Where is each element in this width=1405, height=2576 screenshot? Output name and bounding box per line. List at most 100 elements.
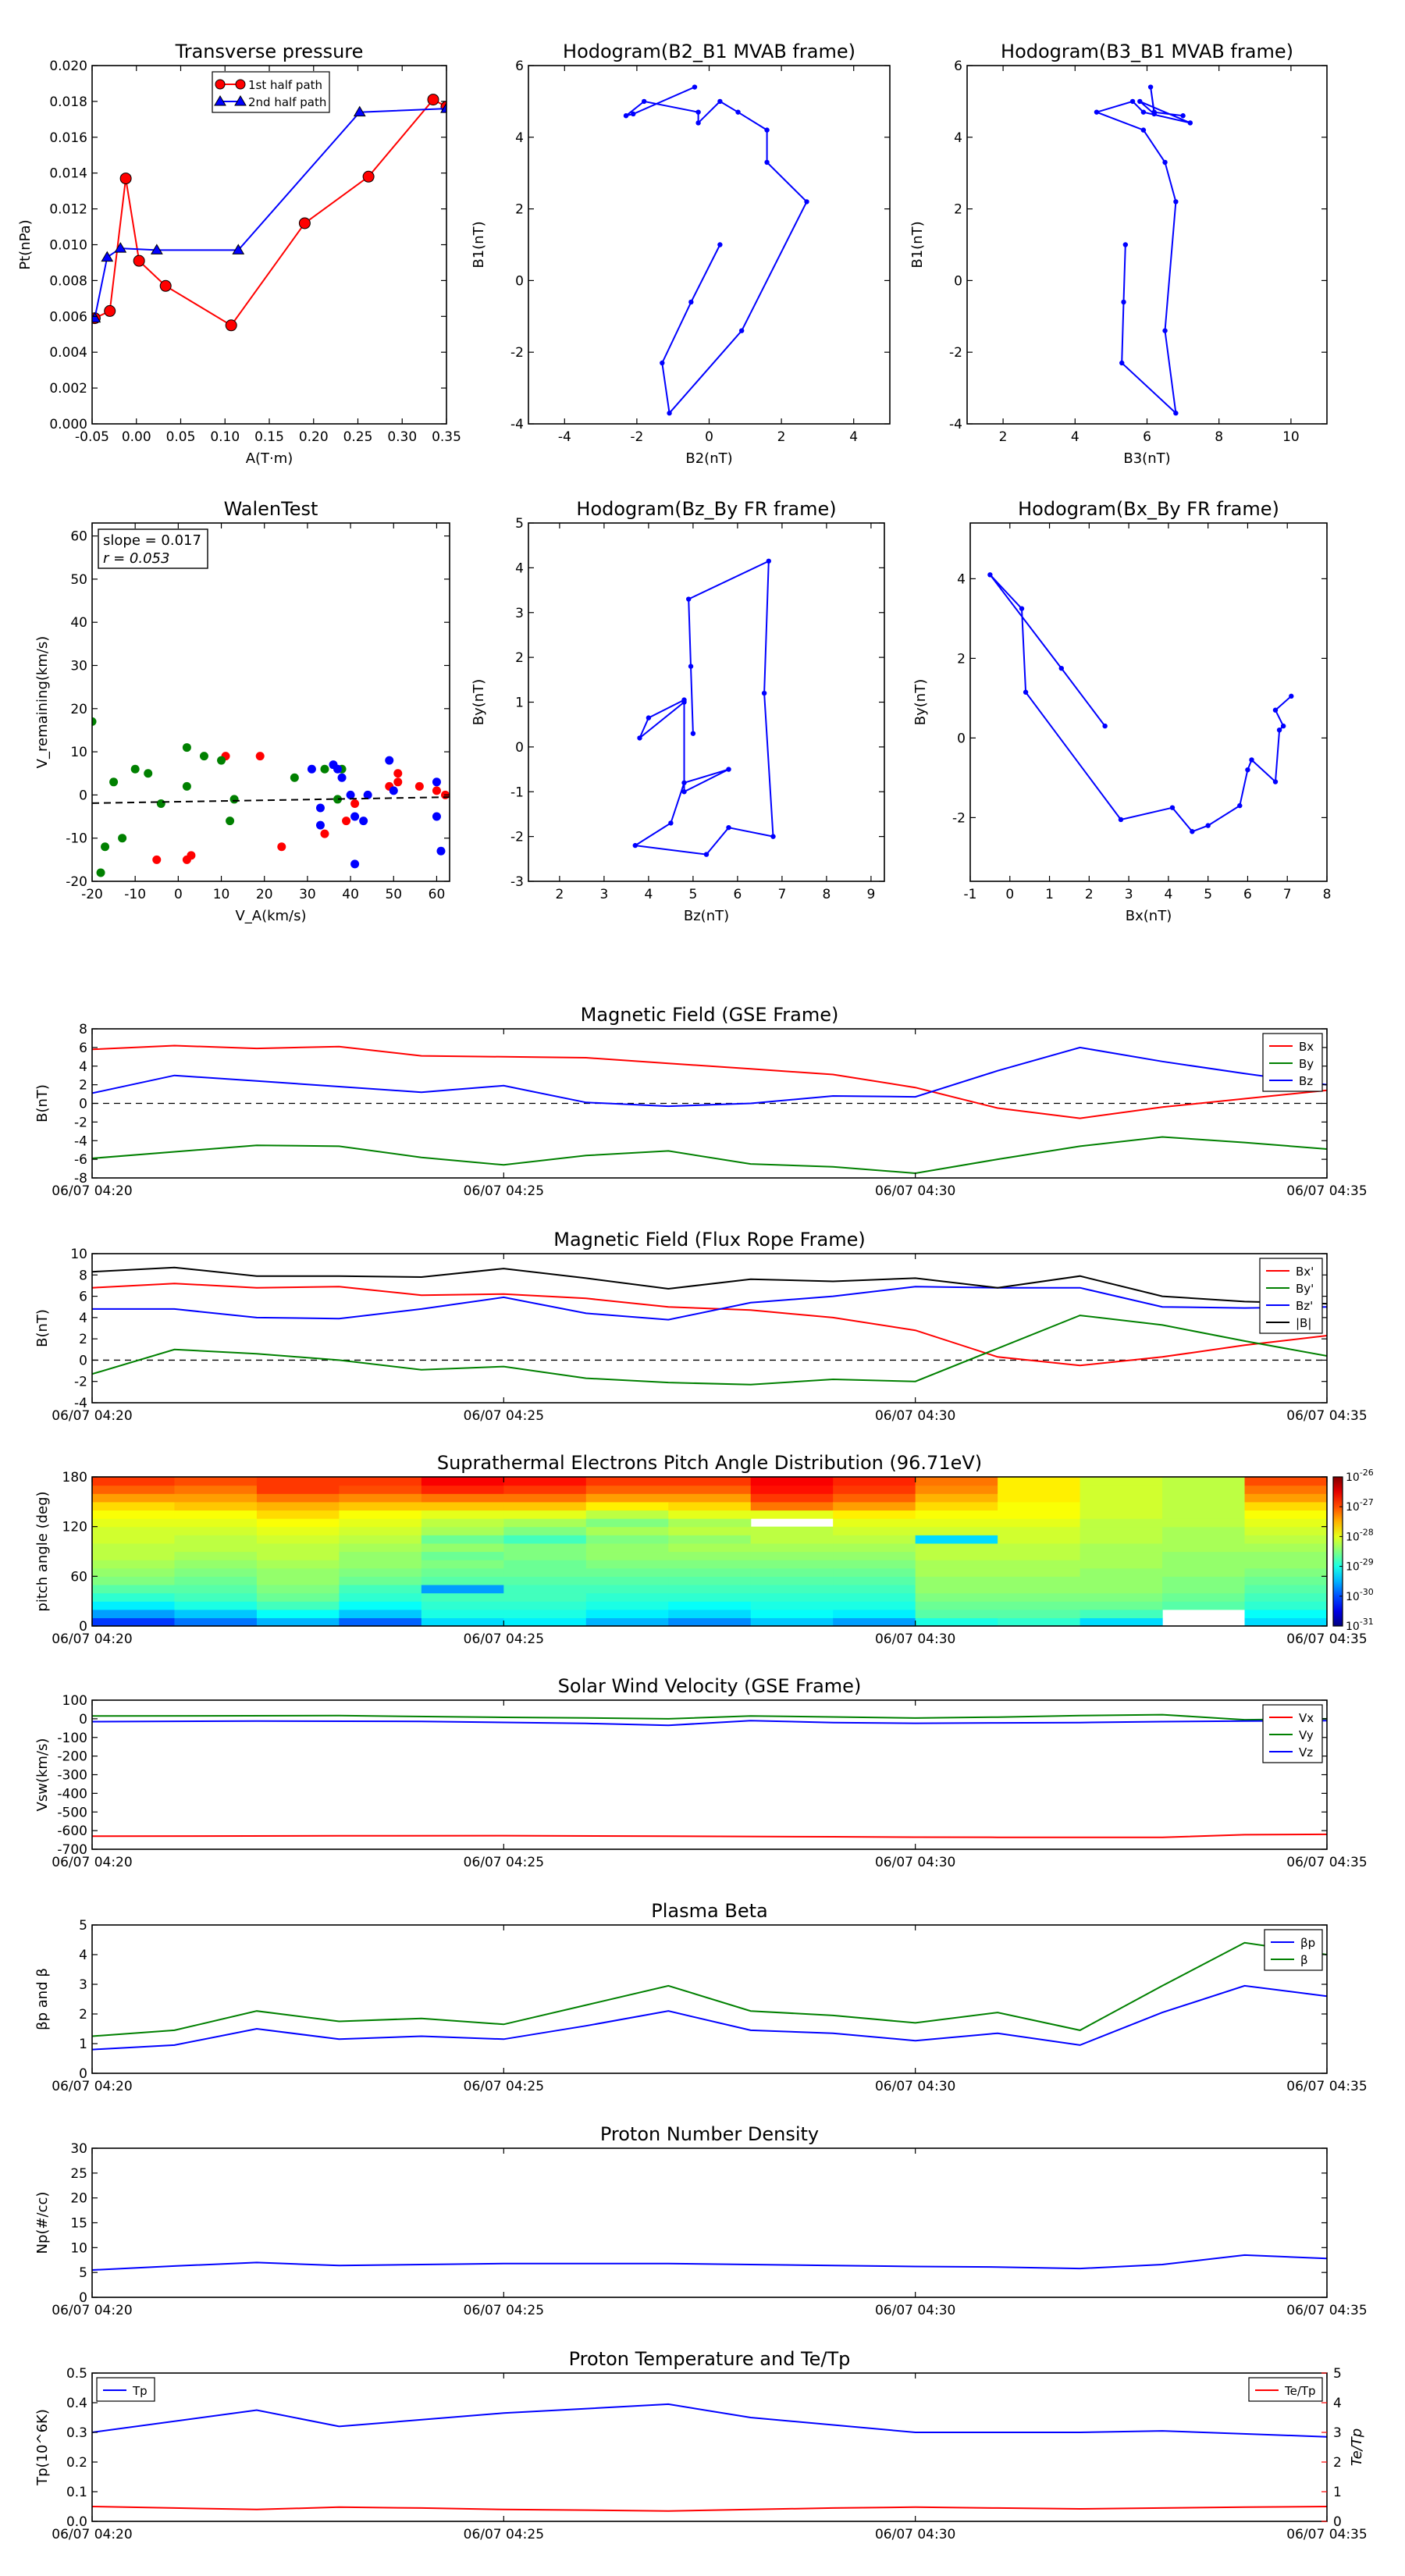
pad-cell — [750, 1592, 834, 1602]
bgse-legend-label: Bz — [1299, 1074, 1313, 1088]
pad-cell — [421, 1601, 504, 1610]
h1-ytick-label: 2 — [515, 202, 524, 218]
pad-cell — [833, 1485, 916, 1494]
fr1-point — [770, 834, 776, 839]
pad-cell — [421, 1535, 504, 1544]
walen-point-green — [199, 752, 208, 761]
bfr-legend-label: Bz' — [1296, 1299, 1313, 1313]
pad-cell — [421, 1617, 504, 1626]
pad-title: Suprathermal Electrons Pitch Angle Distr… — [437, 1452, 982, 1474]
pad-cell — [174, 1560, 258, 1569]
pad-cell — [668, 1501, 752, 1511]
pad-cell — [503, 1526, 587, 1535]
pad-cell — [833, 1501, 916, 1511]
pad-cell — [833, 1477, 916, 1486]
h1-xtick-label: -2 — [630, 429, 643, 445]
vsw-series-Vx — [92, 1833, 1327, 1838]
pad-cell — [1080, 1518, 1163, 1528]
bgse-xtick-label: 06/07 04:20 — [52, 1183, 132, 1199]
vsw-ytick-label: -700 — [57, 1842, 87, 1858]
h2-ytick-label: 2 — [954, 202, 962, 218]
pad-cell — [174, 1535, 258, 1544]
fr1-ytick-label: 1 — [515, 696, 524, 711]
pad-cell — [503, 1560, 587, 1569]
pad-cell — [1080, 1551, 1163, 1560]
fr1-point — [668, 820, 674, 826]
bfr-ytick-label: 8 — [79, 1268, 87, 1283]
pad-cell — [750, 1576, 834, 1585]
pad-cell — [1244, 1493, 1327, 1503]
bgse-ytick-label: 2 — [79, 1078, 87, 1094]
bfr-panel: Magnetic Field (Flux Rope Frame) -4 -2 0 2 4 6… — [34, 1229, 1368, 1424]
pad-cell — [1162, 1518, 1246, 1528]
pad-cell — [750, 1609, 834, 1618]
pt-xtick-label: 0.10 — [210, 429, 240, 445]
pad-cell — [668, 1551, 752, 1560]
pad-cell — [92, 1601, 176, 1610]
pad-cell — [1080, 1617, 1163, 1626]
pt-xlabel: A(T·m) — [246, 450, 293, 467]
pt-xtick-label: 0.35 — [432, 429, 461, 445]
walen-point-blue — [307, 764, 316, 774]
walen-axes-frame — [91, 522, 450, 882]
pad-cell — [585, 1493, 669, 1503]
pad-cell — [339, 1485, 422, 1494]
pt-point — [150, 244, 163, 254]
pt-series-line — [94, 98, 446, 327]
bfr-ytick-label: 4 — [79, 1311, 87, 1326]
pad-cell — [998, 1551, 1081, 1560]
tp-ytick-label: 0.1 — [66, 2485, 87, 2500]
bfr-ytick-label: 2 — [79, 1332, 87, 1347]
pad-cell — [998, 1617, 1081, 1626]
h1-xlabel: B2(nT) — [685, 450, 732, 467]
bfr-xtick-label: 06/07 04:35 — [1286, 1408, 1367, 1424]
pad-cell — [915, 1485, 998, 1494]
pad-cell — [256, 1535, 340, 1544]
walen-point-red — [320, 829, 329, 838]
pad-cell — [1244, 1501, 1327, 1511]
pad-cell — [668, 1535, 752, 1544]
pad-cell — [1162, 1601, 1246, 1610]
vsw-ytick-label: -100 — [57, 1731, 87, 1746]
pad-cell — [256, 1560, 340, 1569]
fr2-point — [1169, 805, 1176, 810]
pad-cell — [174, 1617, 258, 1626]
pad-cell — [339, 1526, 422, 1535]
walen-point-blue — [337, 773, 347, 782]
pad-cell — [339, 1560, 422, 1569]
pad-cell — [1244, 1609, 1327, 1618]
fr1-ytick-label: 5 — [515, 516, 524, 532]
fr2-xtick-label: 4 — [1164, 887, 1172, 902]
pad-cell — [1244, 1542, 1327, 1553]
bgse-panel: Magnetic Field (GSE Frame) -8 -6 -4 -2 0 2 4 6 8 0… — [34, 1004, 1368, 1199]
bgse-legend-label: Bx — [1299, 1040, 1314, 1054]
fr1-ytick-label: 3 — [515, 606, 524, 621]
pad-cell — [174, 1592, 258, 1602]
bgse-xtick-label: 06/07 04:25 — [464, 1183, 544, 1199]
beta-title: Plasma Beta — [651, 1900, 767, 1922]
beta-series-β — [92, 1941, 1327, 2037]
pad-cell — [585, 1485, 669, 1494]
bfr-series-Bx' — [92, 1283, 1327, 1367]
tp-ytick-right-label: 3 — [1333, 2425, 1342, 2441]
h1-point — [631, 111, 636, 117]
h1-panel: Hodogram(B2_B1 MVAB frame) -4 -2 0 2 4 6 -4 -2 0 2… — [471, 41, 891, 467]
walen-point-blue — [350, 859, 360, 869]
walen-ytick-label: 10 — [70, 745, 87, 760]
walen-ytick-label: 20 — [70, 702, 87, 717]
pad-cell — [750, 1493, 834, 1503]
walen-point-blue — [333, 764, 343, 774]
pad-cell — [668, 1518, 752, 1528]
h1-xtick-label: 4 — [849, 429, 858, 445]
pad-cell — [92, 1477, 176, 1486]
pad-cell — [833, 1493, 916, 1503]
pad-cell — [998, 1493, 1081, 1503]
h2-point — [1137, 98, 1143, 105]
np-ytick-label: 5 — [79, 2265, 87, 2281]
beta-xtick-label: 06/07 04:30 — [875, 2079, 955, 2094]
pad-cell — [92, 1567, 176, 1577]
fr1-point — [681, 780, 687, 785]
fr2-point — [1205, 823, 1211, 828]
bfr-series-|B| — [92, 1266, 1327, 1305]
walen-ylabel: V_remaining(km/s) — [34, 636, 51, 769]
